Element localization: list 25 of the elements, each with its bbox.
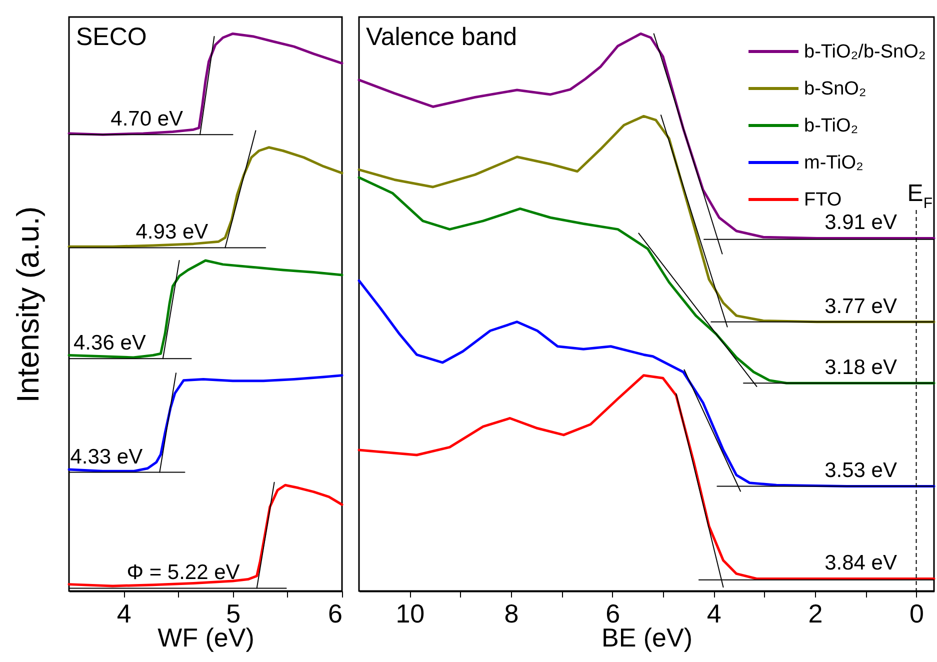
annotation: 3.53 eV: [824, 459, 897, 482]
x-tick-label: 10: [396, 598, 425, 628]
legend-label: b-TiO₂/b-SnO₂: [804, 42, 926, 62]
legend-label: FTO: [804, 190, 842, 210]
annotation: 3.18 eV: [824, 356, 897, 380]
legend-label: m-TiO₂: [804, 152, 864, 174]
x-tick-label: 0: [910, 598, 924, 628]
annotation: 4.93 eV: [136, 220, 208, 244]
y-axis-title: Intensity (a.u.): [10, 206, 46, 403]
legend-label: b-TiO₂: [804, 116, 858, 136]
x-tick-label: 2: [808, 598, 823, 628]
legend-label: b-SnO₂: [804, 78, 866, 100]
chart-title: Valence band: [366, 23, 518, 51]
annotation: 3.84 eV: [824, 552, 897, 575]
x-tick-label: 8: [504, 598, 519, 628]
annotation: 4.70 eV: [110, 108, 184, 131]
annotation: Φ = 5.22 eV: [126, 561, 240, 584]
x-tick-label: 6: [328, 598, 342, 628]
annotation: 3.91 eV: [824, 211, 897, 234]
chart-title: SECO: [76, 23, 147, 51]
annotation: 4.36 eV: [74, 332, 146, 355]
annotation: 3.77 eV: [824, 294, 897, 318]
x-tick-label: 4: [706, 598, 722, 628]
annotation: 4.33 eV: [70, 445, 143, 468]
x-tick-label: 4: [116, 598, 132, 628]
